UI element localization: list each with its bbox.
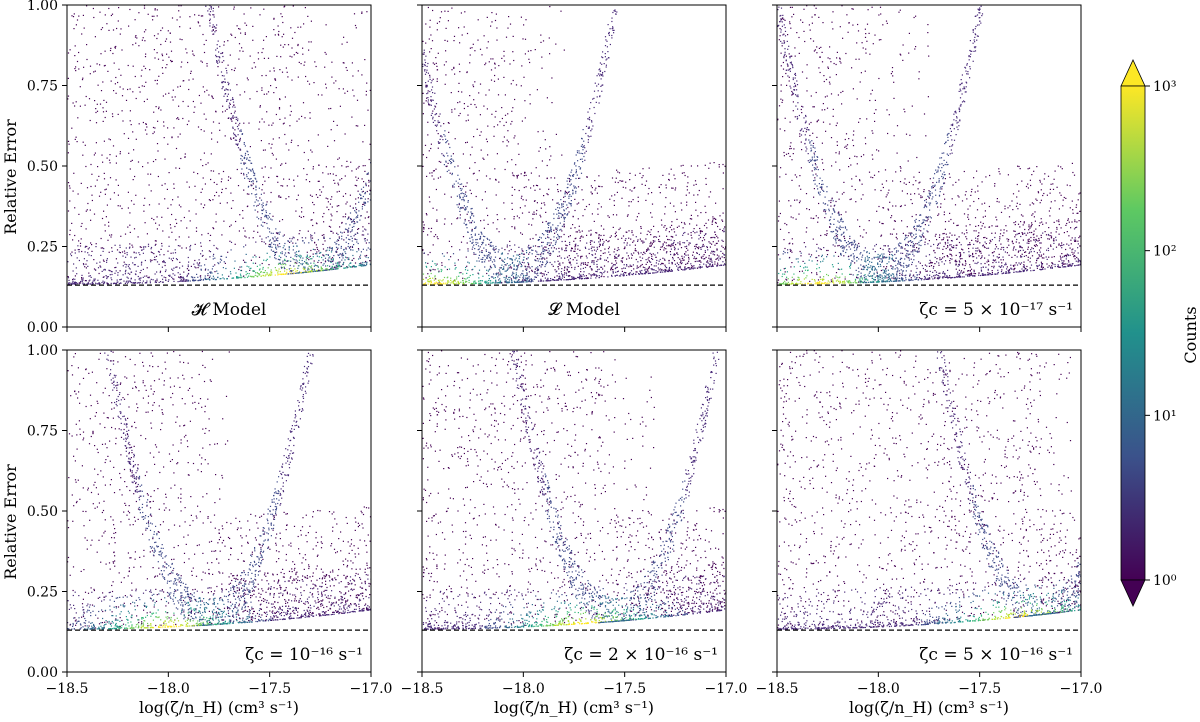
x-axis-label-middle: log(ζ/n_H) (cm³ s⁻¹) — [494, 698, 654, 717]
x-tick-label: −17.0 — [705, 681, 748, 697]
x-tick-label: −17.5 — [603, 681, 646, 697]
panel-5: −18.5 −18.0 −17.5 −17.0 ζc = 2 × 10⁻¹⁶ s⁻¹ — [401, 349, 748, 697]
y-tick-label: 0.50 — [27, 504, 58, 520]
x-tick-label: −18.5 — [46, 681, 89, 697]
panel-1: 0.00 0.25 0.50 0.75 1.00 𝓗 Model — [27, 0, 372, 336]
density-points — [422, 350, 726, 630]
colorbar-label: Counts — [1181, 306, 1200, 363]
y-tick-label: 1.00 — [27, 0, 58, 14]
x-axis-label-left: log(ζ/n_H) (cm³ s⁻¹) — [139, 698, 299, 717]
y-tick-label: 1.00 — [27, 343, 58, 359]
y-axis-labels: Relative Error Relative Error — [1, 119, 20, 580]
y-tick-label: 0.75 — [27, 424, 58, 440]
colorbar-extend-top — [1120, 59, 1146, 87]
panel-3: ζc = 5 × 10⁻¹⁷ s⁻¹ — [772, 4, 1082, 332]
y-tick-label: 0.25 — [27, 240, 58, 256]
colorbar: 10⁰ 10¹ 10² 10³ Counts — [1120, 59, 1200, 607]
panel-6: −18.5 −18.0 −17.5 −17.0 ζc = 5 × 10⁻¹⁶ s⁻¹ — [756, 349, 1103, 697]
x-tick-label: −18.0 — [502, 681, 545, 697]
x-axis-labels: log(ζ/n_H) (cm³ s⁻¹) log(ζ/n_H) (cm³ s⁻¹… — [139, 698, 1009, 717]
panel-4: −18.5 −18.0 −17.5 −17.0 0.00 0.25 0.50 0.75 1.00… — [27, 343, 393, 697]
panel-label: 𝓗 Model — [192, 300, 267, 320]
y-tick-label: 0.50 — [27, 159, 58, 175]
panel-label: ζc = 10⁻¹⁶ s⁻¹ — [245, 645, 363, 665]
panel-label: ζc = 2 × 10⁻¹⁶ s⁻¹ — [564, 645, 718, 665]
y-tick-label: 0.25 — [27, 585, 58, 601]
density-points — [67, 350, 371, 630]
x-tick-label: −18.5 — [756, 681, 799, 697]
density-points — [422, 5, 726, 285]
x-tick-label: −17.0 — [1060, 681, 1103, 697]
y-tick-label: 0.00 — [27, 665, 58, 681]
panel-label: ζc = 5 × 10⁻¹⁷ s⁻¹ — [919, 300, 1073, 320]
x-tick-label: −17.5 — [958, 681, 1001, 697]
x-tick-label: −18.0 — [857, 681, 900, 697]
colorbar-tick-label: 10¹ — [1153, 408, 1176, 424]
colorbar-extend-bottom — [1120, 579, 1146, 607]
density-points — [67, 5, 371, 285]
y-tick-label: 0.00 — [27, 320, 58, 336]
x-tick-label: −17.5 — [248, 681, 291, 697]
colorbar-tick-label: 10³ — [1153, 79, 1176, 95]
x-tick-label: −17.0 — [350, 681, 393, 697]
panels-group: 0.00 0.25 0.50 0.75 1.00 𝓗 Model 𝓛 Model ζc = 5… — [27, 0, 1103, 697]
x-tick-label: −18.0 — [147, 681, 190, 697]
colorbar-body — [1120, 85, 1146, 581]
y-tick-label: 0.75 — [27, 79, 58, 95]
y-axis-label-top: Relative Error — [1, 119, 20, 235]
x-axis-label-right: log(ζ/n_H) (cm³ s⁻¹) — [849, 698, 1009, 717]
density-points — [777, 350, 1081, 630]
density-points — [777, 5, 1081, 285]
panel-2: 𝓛 Model — [417, 4, 727, 332]
y-axis-label-bottom: Relative Error — [1, 464, 20, 580]
x-tick-label: −18.5 — [401, 681, 444, 697]
panel-label: ζc = 5 × 10⁻¹⁶ s⁻¹ — [919, 645, 1073, 665]
colorbar-tick-label: 10⁰ — [1153, 573, 1177, 589]
colorbar-tick-label: 10² — [1153, 244, 1176, 260]
panel-label: 𝓛 Model — [548, 300, 620, 320]
